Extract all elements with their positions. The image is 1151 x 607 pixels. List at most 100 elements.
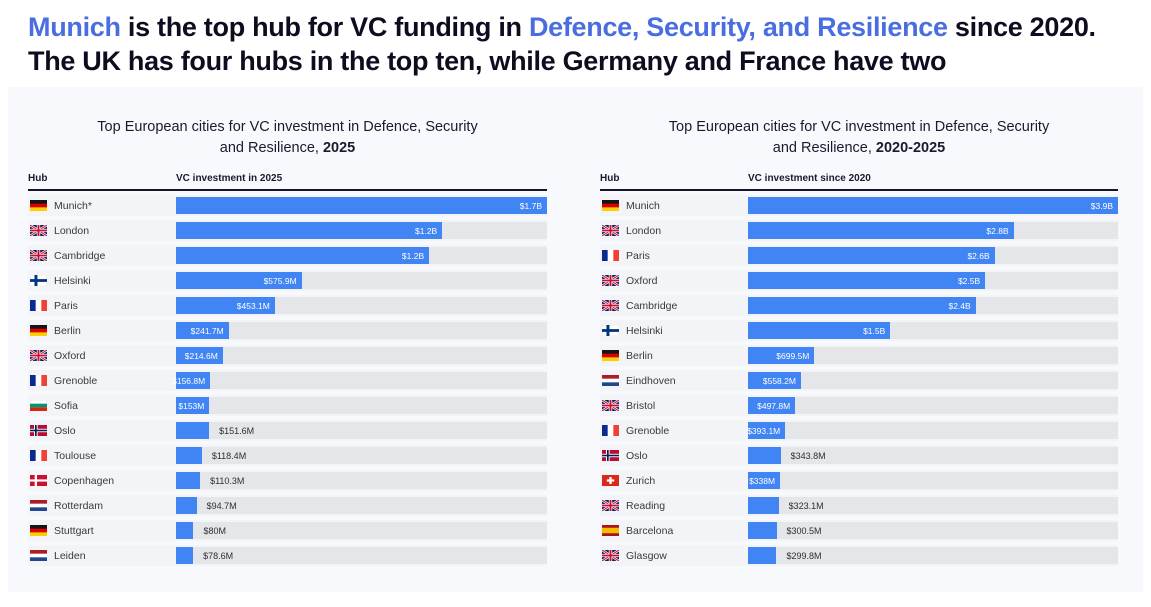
chart-row: Toulouse $118.4M xyxy=(28,445,547,466)
bar-value-label: $299.8M xyxy=(786,550,822,561)
charts-panel: Top European cities for VC investment in… xyxy=(8,87,1143,592)
bar-track: $2.6B xyxy=(748,247,1118,264)
hub-cell: Copenhagen xyxy=(28,475,176,487)
headline-text-1: is the top hub for VC funding in xyxy=(120,12,529,42)
chart-row: Reading $323.1M xyxy=(600,495,1118,516)
hub-label: Grenoble xyxy=(626,424,670,437)
chart-title-line1: Top European cities for VC investment in… xyxy=(97,119,478,135)
bar-track: $453.1M xyxy=(176,297,547,314)
column-header-value: VC investment since 2020 xyxy=(748,173,871,184)
bar-fill xyxy=(748,547,777,564)
hub-cell: Berlin xyxy=(600,350,748,362)
chart-row: Oxford $214.6M xyxy=(28,345,547,366)
bar-track: $2.4B xyxy=(748,297,1118,314)
flag-icon-gb xyxy=(602,550,619,561)
chart-row: Berlin $241.7M xyxy=(28,320,547,341)
bar-fill: $2.8B xyxy=(748,222,1014,239)
bar-value-label: $94.7M xyxy=(206,500,237,511)
bar-value-label: $2.6B xyxy=(967,250,990,261)
column-header-hub: Hub xyxy=(600,173,620,184)
bar-track: $153M xyxy=(176,397,547,414)
bar-value-label: $2.8B xyxy=(986,225,1009,236)
headline-text-2: since 2020. The UK has four hubs in the … xyxy=(28,12,1096,76)
bar-track: $2.5B xyxy=(748,272,1118,289)
bar-value-label: $558.2M xyxy=(762,375,796,386)
chart-title-2025: Top European cities for VC investment in… xyxy=(28,117,547,159)
bar-value-label: $151.6M xyxy=(219,425,255,436)
chart-row: London $2.8B xyxy=(600,220,1118,241)
bar-fill: $1.2B xyxy=(176,222,443,239)
headline: Munich is the top hub for VC funding in … xyxy=(0,0,1151,78)
hub-label: Paris xyxy=(54,299,78,312)
bar-value-label: $78.6M xyxy=(203,550,234,561)
bar-track: $94.7M xyxy=(176,497,547,514)
hub-cell: Oxford xyxy=(28,350,176,362)
flag-icon-de xyxy=(602,350,619,361)
bar-fill xyxy=(176,472,201,489)
hub-label: Rotterdam xyxy=(54,499,104,512)
hub-label: Oslo xyxy=(54,424,76,437)
hub-label: Munich xyxy=(626,199,660,212)
bar-value-label: $80M xyxy=(203,525,226,536)
chart-row: Grenoble $156.8M xyxy=(28,370,547,391)
flag-icon-nl xyxy=(602,375,619,386)
hub-label: Munich* xyxy=(54,199,92,212)
flag-icon-fr xyxy=(602,250,619,261)
chart-row: Paris $453.1M xyxy=(28,295,547,316)
bar-track: $110.3M xyxy=(176,472,547,489)
hub-cell: Cambridge xyxy=(28,250,176,262)
hub-label: Leiden xyxy=(54,549,86,562)
bar-fill xyxy=(748,497,779,514)
hub-cell: Bristol xyxy=(600,400,748,412)
chart-row: Zurich $338M xyxy=(600,470,1118,491)
bar-value-label: $110.3M xyxy=(210,475,245,486)
chart-title-line1: Top European cities for VC investment in… xyxy=(668,119,1050,135)
hub-label: Copenhagen xyxy=(54,474,115,487)
bar-value-label: $343.8M xyxy=(790,450,826,461)
bar-track: $323.1M xyxy=(748,497,1118,514)
hub-cell: Paris xyxy=(600,250,748,262)
hub-cell: Munich xyxy=(600,200,748,212)
flag-icon-fr xyxy=(30,450,47,461)
hub-label: Grenoble xyxy=(54,374,98,387)
hub-cell: Leiden xyxy=(28,550,176,562)
bar-value-label: $1.2B xyxy=(415,225,438,236)
chart-row: Oslo $151.6M xyxy=(28,420,547,441)
bar-value-label: $323.1M xyxy=(788,500,824,511)
bar-value-label: $1.2B xyxy=(401,250,425,261)
hub-cell: London xyxy=(28,225,176,237)
hub-cell: Oxford xyxy=(600,275,748,287)
chart-row: Copenhagen $110.3M xyxy=(28,470,547,491)
flag-icon-fi xyxy=(30,275,47,286)
flag-icon-gb xyxy=(30,350,47,361)
flag-icon-gb xyxy=(30,250,47,261)
flag-icon-no xyxy=(602,450,619,461)
hub-cell: Zurich xyxy=(600,475,748,487)
bar-track: $699.5M xyxy=(748,347,1118,364)
chart-2025: Top European cities for VC investment in… xyxy=(28,87,547,592)
hub-label: Helsinki xyxy=(54,274,91,287)
bar-fill: $699.5M xyxy=(748,347,815,364)
bar-track: $1.5B xyxy=(748,322,1118,339)
chart-rows: Munich* $1.7B London $1.2B Cambridge $1.2B Hel… xyxy=(28,195,547,566)
hub-label: Glasgow xyxy=(626,549,667,562)
chart-row: Munich* $1.7B xyxy=(28,195,547,216)
bar-track: $2.8B xyxy=(748,222,1118,239)
chart-title-period: 2025 xyxy=(322,140,356,156)
bar-track: $393.1M xyxy=(747,422,1118,439)
flag-icon-de xyxy=(30,325,47,336)
bar-fill xyxy=(176,447,202,464)
chart-row: Helsinki $1.5B xyxy=(600,320,1118,341)
hub-label: Stuttgart xyxy=(54,524,94,537)
flag-icon-dk xyxy=(30,475,47,486)
hub-cell: Munich* xyxy=(28,200,176,212)
flag-icon-gb xyxy=(602,500,619,511)
bar-track: $214.6M xyxy=(176,347,547,364)
hub-label: Reading xyxy=(626,499,666,512)
bar-track: $78.6M xyxy=(176,547,547,564)
hub-cell: Oslo xyxy=(600,450,748,462)
chart-row: Paris $2.6B xyxy=(600,245,1118,266)
chart-row: Grenoble $393.1M xyxy=(600,420,1118,441)
chart-row: Bristol $497.8M xyxy=(600,395,1118,416)
flag-icon-fr xyxy=(30,300,47,311)
